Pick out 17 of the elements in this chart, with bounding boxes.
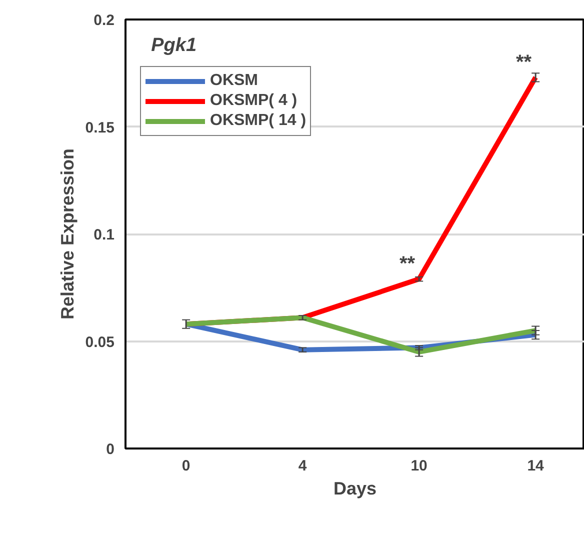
annotation: **: [516, 51, 532, 74]
x-tick-label: 4: [298, 458, 308, 474]
y-axis-title: Relative Expression: [57, 148, 78, 320]
y-tick-label: 0.15: [85, 119, 115, 136]
y-tick-label: 0.1: [94, 226, 115, 244]
y-tick-label: 0.05: [85, 334, 115, 351]
legend-label: OKSM: [210, 72, 258, 90]
x-axis-title: Days: [333, 478, 377, 498]
legend-label: OKSMP( 4 ): [210, 92, 298, 110]
x-tick-label: 10: [410, 458, 428, 474]
text: Pgk1: [151, 34, 197, 56]
y-tick-label: 0.2: [94, 12, 115, 29]
y-tick-label: 0: [106, 441, 114, 458]
x-tick-label: 14: [527, 458, 545, 474]
annotation: **: [400, 253, 416, 276]
x-tick-label: 0: [182, 458, 190, 474]
legend-label: OKSMP( 14 ): [210, 112, 306, 130]
